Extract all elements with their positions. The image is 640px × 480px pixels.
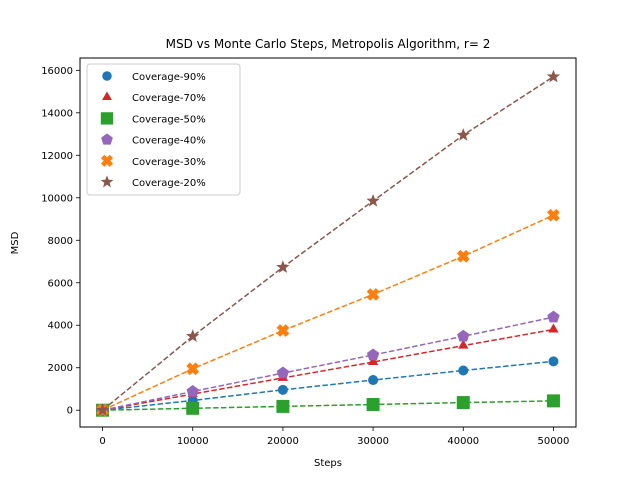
data-point xyxy=(547,310,560,323)
data-point xyxy=(547,208,560,222)
legend-item: Coverage-30% xyxy=(100,154,206,168)
legend: Coverage-90% Coverage-70% Coverage-50% Cove… xyxy=(86,63,241,196)
legend-item: Coverage-40% xyxy=(101,133,206,147)
x-tick-label: 30000 xyxy=(357,436,389,447)
data-point xyxy=(366,348,380,361)
series-line xyxy=(102,316,554,411)
legend-marker xyxy=(100,112,114,125)
legend-label: Coverage-90% xyxy=(132,72,206,83)
legend-marker xyxy=(102,71,112,81)
legend-item: Coverage-50% xyxy=(100,112,206,125)
y-tick-label: 2000 xyxy=(48,363,73,374)
series-line xyxy=(102,214,554,411)
series-coverage-30- xyxy=(96,208,560,417)
x-tick-label: 50000 xyxy=(538,436,570,447)
data-point xyxy=(458,339,469,349)
data-point xyxy=(457,329,470,342)
y-tick-label: 12000 xyxy=(41,151,73,162)
legend-label: Coverage-70% xyxy=(132,93,206,104)
data-point xyxy=(276,399,290,413)
data-point xyxy=(368,375,379,386)
series-line xyxy=(102,360,554,411)
legend-label: Coverage-30% xyxy=(132,157,206,168)
y-tick-label: 16000 xyxy=(41,66,73,77)
x-tick-label: 40000 xyxy=(447,436,479,447)
data-point xyxy=(456,249,470,263)
data-point xyxy=(186,329,200,342)
legend-item: Coverage-90% xyxy=(102,71,206,83)
y-axis: 0 2000 4000 6000 8000 10000 12000 14000 16000 xyxy=(41,66,80,417)
plot-frame xyxy=(79,57,577,428)
data-point xyxy=(276,324,290,337)
x-tick-label: 20000 xyxy=(267,436,299,447)
y-tick-label: 10000 xyxy=(41,193,73,204)
data-point xyxy=(546,69,561,83)
series-line xyxy=(102,76,554,411)
series-coverage-20- xyxy=(95,69,561,416)
data-point xyxy=(186,362,200,376)
x-axis-label: Steps xyxy=(314,458,342,469)
legend-frame xyxy=(86,63,241,196)
chart-title: MSD vs Monte Carlo Steps, Metropolis Alg… xyxy=(166,37,491,51)
x-tick-label: 0 xyxy=(99,436,105,447)
legend-label: Coverage-20% xyxy=(132,178,206,189)
legend-label: Coverage-40% xyxy=(132,136,206,147)
series-line xyxy=(102,328,554,411)
y-tick-label: 4000 xyxy=(48,321,73,332)
series-coverage-90- xyxy=(97,356,559,416)
data-point xyxy=(546,394,560,408)
y-tick-label: 14000 xyxy=(41,108,73,119)
legend-label: Coverage-50% xyxy=(132,114,206,125)
data-point xyxy=(186,401,200,415)
data-point xyxy=(366,288,380,301)
legend-marker xyxy=(101,133,113,145)
series-coverage-40- xyxy=(96,310,560,416)
y-tick-label: 8000 xyxy=(48,236,73,247)
data-point xyxy=(548,323,559,333)
y-tick-label: 6000 xyxy=(48,278,73,289)
data-point xyxy=(276,366,290,379)
data-point xyxy=(366,397,380,411)
plot-area xyxy=(95,69,561,417)
y-axis-label: MSD xyxy=(10,231,21,254)
data-point xyxy=(548,356,559,367)
x-axis: 0 10000 20000 30000 40000 50000 xyxy=(99,427,569,447)
data-point xyxy=(277,384,288,395)
legend-marker xyxy=(100,175,114,188)
data-point xyxy=(458,365,469,376)
legend-marker xyxy=(102,91,112,101)
series-line xyxy=(102,400,554,411)
data-point xyxy=(367,355,379,365)
x-tick-label: 10000 xyxy=(177,436,209,447)
y-tick-label: 0 xyxy=(67,406,73,417)
legend-item: Coverage-70% xyxy=(102,91,206,104)
data-point xyxy=(456,128,470,141)
data-point xyxy=(456,396,470,410)
data-point xyxy=(186,385,199,397)
data-point xyxy=(366,193,380,207)
legend-marker xyxy=(100,154,114,167)
legend-item: Coverage-20% xyxy=(100,175,206,189)
data-point xyxy=(276,260,290,273)
data-point xyxy=(95,403,110,416)
